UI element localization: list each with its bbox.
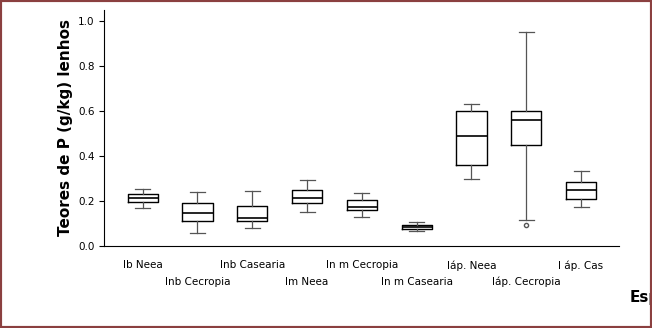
- Text: lnb Casearia: lnb Casearia: [220, 260, 285, 270]
- Text: ln m Cecropia: ln m Cecropia: [326, 260, 398, 270]
- Text: Espécies: Espécies: [630, 289, 652, 304]
- Text: lnb Cecropia: lnb Cecropia: [165, 277, 230, 287]
- Text: lb Neea: lb Neea: [123, 260, 162, 270]
- Text: lm Neea: lm Neea: [286, 277, 329, 287]
- Y-axis label: Teores de P (g/kg) lenhos: Teores de P (g/kg) lenhos: [57, 19, 72, 236]
- Text: láp. Neea: láp. Neea: [447, 260, 496, 271]
- Text: láp. Cecropia: láp. Cecropia: [492, 277, 561, 287]
- Text: l áp. Cas: l áp. Cas: [559, 260, 604, 271]
- Text: ln m Casearia: ln m Casearia: [381, 277, 452, 287]
